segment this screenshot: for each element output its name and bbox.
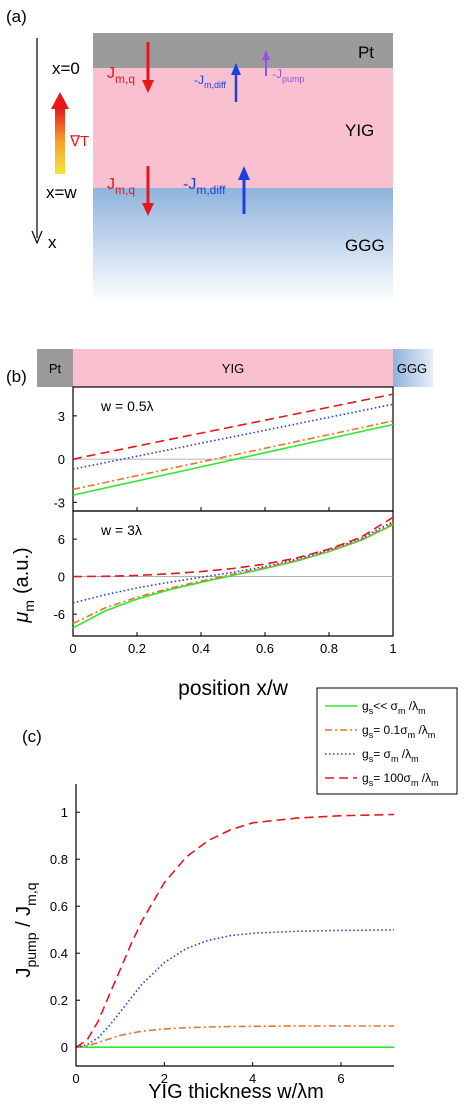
x-tick-label: 0.8 <box>320 641 338 656</box>
series-line-2 <box>75 1025 394 1048</box>
strip-yig <box>73 349 393 387</box>
x-tick-label: 6 <box>337 1071 344 1086</box>
y-tick-label: 0.8 <box>50 852 68 867</box>
x-tick-label: 2 <box>161 1071 168 1086</box>
strip-yig-label: YIG <box>222 361 244 376</box>
panel-c: (c) 0 0.2 0.4 0.6 0.8 1 0 2 4 6 Jpump / Jm,q YIG … <box>13 727 395 1103</box>
x-w-label: x=w <box>46 183 77 202</box>
series-line-2 <box>72 420 394 491</box>
x-label: x <box>48 233 57 252</box>
y-tick-label: 0.2 <box>50 993 68 1008</box>
y-tick-label: 3 <box>58 409 65 424</box>
b-x-axis-label: position x/w <box>178 677 289 700</box>
legend-label-1: gs<< σm /λm <box>362 699 426 716</box>
grad-t-label: ∇T <box>69 133 89 150</box>
legend-label-3: gs= σm /λm <box>362 747 419 764</box>
x-tick-label: 0.4 <box>192 641 210 656</box>
jmq-bottom-label: Jm,q <box>107 176 135 197</box>
pt-layer <box>93 33 393 68</box>
grad-t-arrow-body <box>55 108 65 174</box>
series-line-1 <box>72 524 394 629</box>
x-tick-label: 0 <box>72 1071 79 1086</box>
x-tick-label: 0.2 <box>128 641 146 656</box>
y-tick-label: 0.6 <box>50 899 68 914</box>
series-line-4 <box>72 516 394 578</box>
jdiff-bottom-label: -Jm,diff <box>183 176 226 197</box>
strip-pt-label: Pt <box>49 361 62 376</box>
subplot-annotation: w = 0.5λ <box>100 398 154 414</box>
subplot-annotation: w = 3λ <box>100 522 142 538</box>
jmq-top-arrowhead <box>142 80 154 93</box>
c-x-axis-label: YIG thickness w/λm <box>148 1081 324 1103</box>
legend-label-4: gs= 100σm /λm <box>362 771 439 788</box>
series-line-2 <box>72 522 394 625</box>
y-tick-label: 0 <box>58 452 65 467</box>
x-tick-label: 4 <box>249 1071 256 1086</box>
y-tick-label: 0 <box>58 570 65 585</box>
panel-a: (a) Pt YIG GGG x=0 x=w x ∇T Jm,q Jm,q -J… <box>6 7 393 303</box>
jdiff-top-arrowhead <box>231 63 241 75</box>
strip-ggg <box>393 349 433 387</box>
subplot-b1: -3 0 3 w = 0.5λ <box>53 386 394 512</box>
jpump-arrowhead <box>262 50 270 60</box>
jmq-top-label: Jm,q <box>107 65 135 86</box>
x-zero-label: x=0 <box>52 59 80 78</box>
series-line-3 <box>72 403 394 470</box>
x-tick-label: 0 <box>69 641 76 656</box>
panel-c-label: (c) <box>22 727 42 746</box>
series-line-3 <box>72 520 394 604</box>
y-tick-label: -3 <box>53 495 65 510</box>
jdiff-bottom-arrowhead <box>238 166 250 180</box>
plot-frame <box>72 510 394 637</box>
yig-label: YIG <box>345 121 374 140</box>
strip-pt <box>37 349 73 387</box>
legend-label-2: gs= 0.1σm /λm <box>362 723 435 740</box>
x-axis-arrowhead <box>31 230 43 245</box>
grad-t-arrowhead <box>51 92 69 109</box>
x-tick-label: 0.6 <box>256 641 274 656</box>
yig-layer <box>93 68 393 188</box>
strip-ggg-label: GGG <box>397 361 427 376</box>
x-tick-label: 1 <box>389 641 396 656</box>
legend: gs<< σm /λm gs= 0.1σm /λm gs= σm /λm gs= 10… <box>316 687 458 795</box>
panel-a-label: (a) <box>6 7 27 26</box>
series-line-3 <box>75 929 395 1048</box>
series-line-1 <box>72 423 394 496</box>
y-tick-label: 0 <box>61 1040 68 1055</box>
c-y-axis-label: Jpump / Jm,q <box>13 882 39 977</box>
y-tick-label: 6 <box>58 532 65 547</box>
y-tick-label: -6 <box>53 607 65 622</box>
ggg-label: GGG <box>345 236 385 255</box>
jdiff-top-label: -Jm,diff <box>194 73 226 90</box>
y-tick-label: 0.4 <box>50 946 68 961</box>
panel-b-label: (b) <box>6 367 27 386</box>
series-line-4 <box>72 393 394 460</box>
pt-label: Pt <box>358 43 374 62</box>
jpump-label: -Jpump <box>272 67 305 84</box>
jmq-bottom-arrowhead <box>142 203 154 216</box>
panel-b: (b) Pt YIG GGG -3 0 3 w = 0.5λ -6 0 6 0 0.2 0.4 0… <box>6 349 458 795</box>
series-line-4 <box>75 813 395 1048</box>
y-tick-label: 1 <box>61 805 68 820</box>
b-y-axis-label: μm(a.u.) <box>11 547 37 623</box>
subplot-b2: -6 0 6 0 0.2 0.4 0.6 0.8 1 w = 3λ <box>53 510 397 656</box>
subplot-c: 0 0.2 0.4 0.6 0.8 1 0 2 4 6 <box>50 784 395 1086</box>
